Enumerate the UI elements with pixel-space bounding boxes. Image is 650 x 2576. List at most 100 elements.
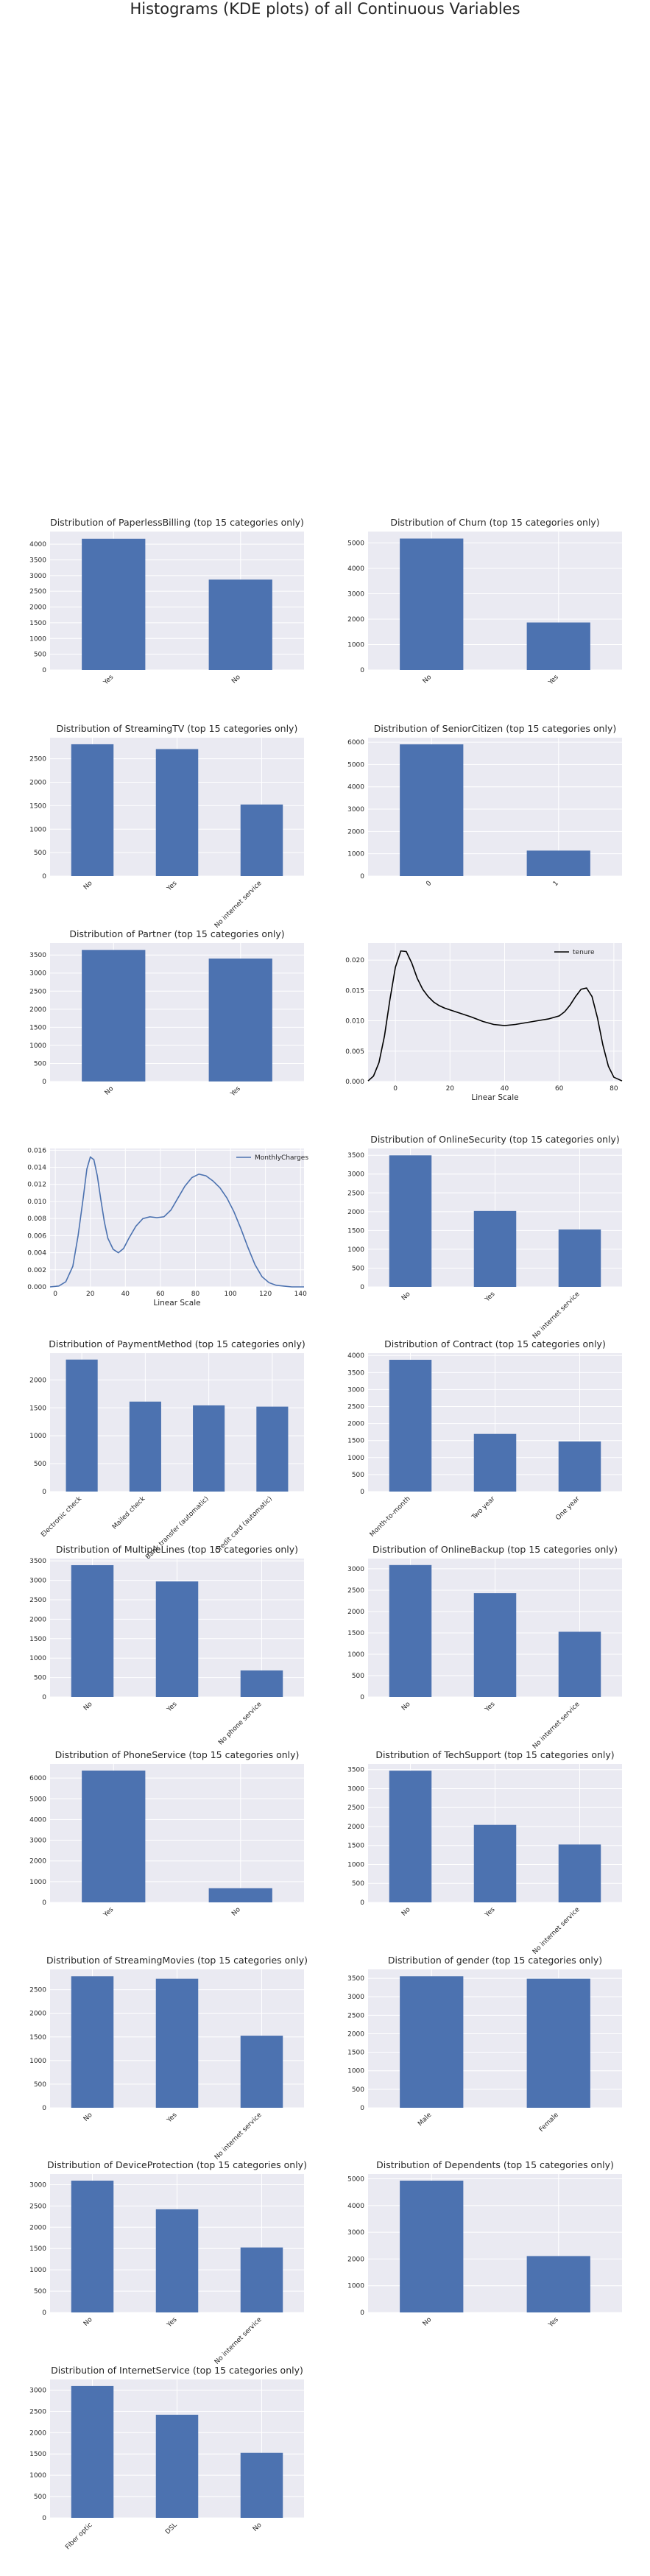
chart-0: Distribution of PaperlessBilling (top 15… xyxy=(29,517,304,687)
y-tick-label: 3500 xyxy=(347,1369,364,1377)
y-tick-label: 2500 xyxy=(347,1587,364,1595)
bar xyxy=(558,1441,601,1492)
y-tick-label: 1500 xyxy=(29,1636,46,1643)
chart-6: 0.000 0.002 0.004 0.006 0.008 0.010 0.012 0.014… xyxy=(27,1147,308,1308)
y-tick-label: 0.012 xyxy=(27,1182,46,1189)
y-tick-label: 3000 xyxy=(347,1386,364,1394)
x-tick-label: No xyxy=(230,1906,242,1918)
chart-title: Distribution of Churn (top 15 categories… xyxy=(390,517,599,528)
x-tick-label: No xyxy=(104,1085,116,1097)
x-tick-label: No xyxy=(230,674,242,685)
y-tick-label: 0 xyxy=(360,1694,364,1701)
y-tick-label: 1500 xyxy=(347,1438,364,1445)
y-tick-label: 2000 xyxy=(29,2224,46,2231)
x-tick-label: 40 xyxy=(501,1085,509,1093)
y-tick-label: 1000 xyxy=(347,2068,364,2075)
chart-17: Distribution of Dependents (top 15 categ… xyxy=(347,2159,622,2329)
bar xyxy=(389,1155,432,1287)
x-tick-label: No xyxy=(400,1701,412,1712)
x-tick-label: No xyxy=(82,2111,94,2123)
y-tick-label: 3500 xyxy=(347,1152,364,1160)
y-tick-label: 500 xyxy=(34,652,46,659)
bar xyxy=(526,622,590,670)
chart-7: Distribution of OnlineSecurity (top 15 c… xyxy=(347,1134,622,1341)
x-tick-label: Yes xyxy=(484,1906,497,1919)
bar xyxy=(473,1593,517,1697)
y-tick-label: 0 xyxy=(42,2105,46,2112)
chart-5: 0.000 0.005 0.010 0.015 0.020 0 20 40 60 80 Linear… xyxy=(345,943,623,1102)
x-tick-label: 80 xyxy=(191,1291,200,1298)
bar xyxy=(208,1888,272,1902)
chart-4: Distribution of Partner (top 15 categori… xyxy=(29,928,304,1098)
bar xyxy=(155,2209,199,2312)
y-tick-label: 2000 xyxy=(29,604,46,612)
y-tick-label: 2500 xyxy=(29,2408,46,2416)
x-tick-label: Two year xyxy=(470,1495,497,1522)
x-tick-label: 0 xyxy=(425,880,433,888)
bar xyxy=(558,1631,601,1697)
kde-line xyxy=(367,950,623,1081)
y-tick-label: 2500 xyxy=(29,988,46,995)
x-tick-label: 0 xyxy=(53,1291,57,1298)
y-tick-label: 500 xyxy=(352,1880,364,1888)
y-tick-label: 0 xyxy=(42,667,46,674)
x-tick-label: Yes xyxy=(166,880,179,893)
chart-title: Distribution of PaymentMethod (top 15 ca… xyxy=(49,1338,305,1349)
bar xyxy=(66,1359,98,1492)
y-tick-label: 5000 xyxy=(347,761,364,769)
bar xyxy=(400,1976,464,2108)
y-tick-label: 500 xyxy=(34,2081,46,2089)
chart-9: Distribution of Contract (top 15 categor… xyxy=(347,1338,622,1539)
chart-1: Distribution of Churn (top 15 categories… xyxy=(347,517,622,687)
y-tick-label: 1500 xyxy=(29,2034,46,2042)
y-tick-label: 1000 xyxy=(347,1455,364,1462)
y-tick-label: 4000 xyxy=(347,1352,364,1360)
bar xyxy=(82,538,146,670)
y-tick-label: 1500 xyxy=(29,802,46,810)
x-tick-label: 120 xyxy=(259,1291,272,1298)
y-tick-label: 500 xyxy=(34,1675,46,1682)
legend-label: tenure xyxy=(573,949,595,956)
figure-title: Histograms (KDE plots) of all Continuous… xyxy=(130,0,520,18)
bar xyxy=(240,2452,283,2518)
chart-title: Distribution of OnlineSecurity (top 15 c… xyxy=(370,1134,620,1145)
y-tick-label: 1000 xyxy=(29,1879,46,1886)
y-tick-label: 0 xyxy=(42,2515,46,2522)
y-tick-label: 1500 xyxy=(29,2245,46,2253)
bar xyxy=(129,1401,161,1492)
bar xyxy=(240,2036,283,2108)
y-tick-label: 3000 xyxy=(347,1785,364,1793)
x-tick-label: No xyxy=(82,1701,94,1712)
x-tick-label: 0 xyxy=(393,1085,398,1093)
x-tick-label: No xyxy=(400,1906,412,1918)
y-tick-label: 2500 xyxy=(29,2203,46,2210)
x-tick-label: 60 xyxy=(156,1291,165,1298)
x-tick-label: No xyxy=(422,674,434,685)
x-tick-label: No phone service xyxy=(217,1701,264,1747)
y-tick-label: 2500 xyxy=(347,1404,364,1411)
bar xyxy=(400,744,464,876)
chart-title: Distribution of PaperlessBilling (top 15… xyxy=(50,517,304,528)
bar xyxy=(473,1433,517,1492)
y-tick-label: 3000 xyxy=(29,2387,46,2394)
y-tick-label: 4000 xyxy=(347,2203,364,2210)
y-tick-label: 3500 xyxy=(29,952,46,959)
y-tick-label: 3000 xyxy=(347,1994,364,2001)
y-tick-label: 0 xyxy=(360,2309,364,2317)
bar xyxy=(240,1670,283,1697)
y-tick-label: 2000 xyxy=(347,1824,364,1831)
y-tick-label: 500 xyxy=(34,2288,46,2296)
y-tick-label: 500 xyxy=(352,1673,364,1680)
y-tick-label: 2000 xyxy=(347,616,364,624)
x-tick-label: Yes xyxy=(102,674,115,687)
y-tick-label: 1500 xyxy=(29,620,46,627)
bar xyxy=(71,2385,114,2518)
y-tick-label: 0 xyxy=(42,1899,46,1907)
bar xyxy=(473,1210,517,1287)
bar xyxy=(400,538,464,670)
chart-2: Distribution of StreamingTV (top 15 cate… xyxy=(29,723,304,930)
y-tick-label: 3000 xyxy=(29,1578,46,1585)
bar xyxy=(526,1978,590,2108)
chart-title: Distribution of StreamingMovies (top 15 … xyxy=(46,1955,308,1966)
